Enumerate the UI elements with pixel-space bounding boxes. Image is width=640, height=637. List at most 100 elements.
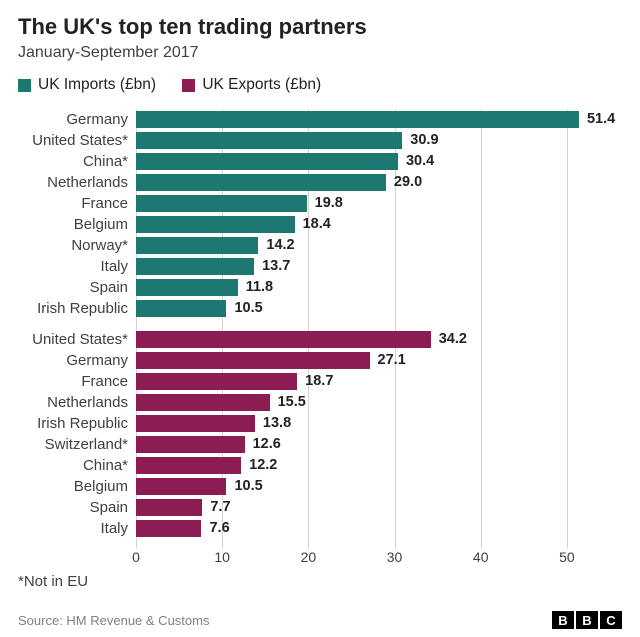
bar <box>136 153 398 170</box>
bar-value: 30.4 <box>406 153 434 169</box>
bar <box>136 394 270 411</box>
bar-track: 7.7 <box>136 497 622 518</box>
bar-chart: Germany51.4United States*30.9China*30.4N… <box>18 109 622 567</box>
bar-label: Netherlands <box>18 174 136 191</box>
bar-row: Italy7.6 <box>18 518 622 539</box>
x-tick-label: 20 <box>301 549 317 565</box>
bar-label: China* <box>18 153 136 170</box>
bar <box>136 216 295 233</box>
bar <box>136 331 431 348</box>
bar <box>136 457 241 474</box>
bar-label: Spain <box>18 499 136 516</box>
bar <box>136 195 307 212</box>
bar <box>136 111 579 128</box>
bar-row: United States* 34.2 <box>18 329 622 350</box>
bar-label: Norway* <box>18 237 136 254</box>
bar-value: 14.2 <box>266 237 294 253</box>
bar <box>136 478 226 495</box>
bar-value: 7.7 <box>210 499 230 515</box>
bar-value: 12.6 <box>253 436 281 452</box>
bar-track: 30.9 <box>136 130 622 151</box>
x-tick-label: 40 <box>473 549 489 565</box>
bar-value: 51.4 <box>587 111 615 127</box>
x-tick-label: 10 <box>214 549 230 565</box>
imports-group: Germany51.4United States*30.9China*30.4N… <box>18 109 622 319</box>
bar-track: 15.5 <box>136 392 622 413</box>
bar-value: 12.2 <box>249 457 277 473</box>
bar-value: 13.7 <box>262 258 290 274</box>
bar-row: Spain 7.7 <box>18 497 622 518</box>
bar-label: United States* <box>18 331 136 348</box>
bar-value: 10.5 <box>234 478 262 494</box>
bar-track: 18.7 <box>136 371 622 392</box>
bar-label: Italy <box>18 520 136 537</box>
source-text: Source: HM Revenue & Customs <box>18 613 209 628</box>
bar-value: 11.8 <box>246 279 273 295</box>
bar-label: Spain <box>18 279 136 296</box>
bar-value: 34.2 <box>439 331 467 347</box>
bar-track: 27.1 <box>136 350 622 371</box>
bar-track: 18.4 <box>136 214 622 235</box>
bar-track: 14.2 <box>136 235 622 256</box>
bar-track: 30.4 <box>136 151 622 172</box>
bar-track: 29.0 <box>136 172 622 193</box>
x-axis: 01020304050 <box>136 549 610 567</box>
bar <box>136 132 402 149</box>
bar-label: Irish Republic <box>18 415 136 432</box>
bar-row: Norway* 14.2 <box>18 235 622 256</box>
bbc-logo: BBC <box>552 611 622 629</box>
bar-row: China* 30.4 <box>18 151 622 172</box>
bar-label: Netherlands <box>18 394 136 411</box>
legend-label-exports: UK Exports (£bn) <box>202 76 321 94</box>
x-tick-label: 0 <box>132 549 140 565</box>
bar <box>136 237 258 254</box>
bar-track: 34.2 <box>136 329 622 350</box>
bbc-logo-letter: C <box>600 611 622 629</box>
bar <box>136 436 245 453</box>
bar-row: Irish Republic 13.8 <box>18 413 622 434</box>
bar-track: 10.5 <box>136 476 622 497</box>
bar <box>136 499 202 516</box>
bar-value: 18.4 <box>303 216 331 232</box>
bar-label: Switzerland* <box>18 436 136 453</box>
bar <box>136 279 238 296</box>
bar-track: 10.5 <box>136 298 622 319</box>
chart-note: *Not in EU <box>18 573 622 590</box>
bar-label: China* <box>18 457 136 474</box>
bar-row: Spain 11.8 <box>18 277 622 298</box>
bar-track: 12.6 <box>136 434 622 455</box>
bbc-logo-letter: B <box>576 611 598 629</box>
bar-row: Belgium18.4 <box>18 214 622 235</box>
chart-title: The UK's top ten trading partners <box>18 14 622 40</box>
legend-item-exports: UK Exports (£bn) <box>182 76 321 94</box>
bar-label: Germany <box>18 352 136 369</box>
bar-label: Germany <box>18 111 136 128</box>
bar <box>136 258 254 275</box>
bar <box>136 352 370 369</box>
bar-row: Belgium10.5 <box>18 476 622 497</box>
bar-value: 13.8 <box>263 415 291 431</box>
legend-swatch-exports <box>182 79 195 92</box>
x-tick-label: 30 <box>387 549 403 565</box>
bar-track: 11.8 <box>136 277 622 298</box>
legend-item-imports: UK Imports (£bn) <box>18 76 156 94</box>
bar-row: Germany 51.4 <box>18 109 622 130</box>
legend: UK Imports (£bn) UK Exports (£bn) <box>18 76 622 97</box>
bar-row: Germany 27.1 <box>18 350 622 371</box>
bar-value: 19.8 <box>315 195 343 211</box>
bar-value: 27.1 <box>378 352 406 368</box>
exports-group: United States*34.2Germany27.1France18.7N… <box>18 329 622 539</box>
bar-row: France19.8 <box>18 193 622 214</box>
bar-row: Switzerland* 12.6 <box>18 434 622 455</box>
bar-label: France <box>18 373 136 390</box>
x-tick-label: 50 <box>559 549 575 565</box>
bar-value: 15.5 <box>278 394 306 410</box>
bar-track: 13.7 <box>136 256 622 277</box>
bar <box>136 415 255 432</box>
bar-row: France18.7 <box>18 371 622 392</box>
bar <box>136 373 297 390</box>
bar-track: 12.2 <box>136 455 622 476</box>
bar-row: Netherlands 15.5 <box>18 392 622 413</box>
bar-track: 13.8 <box>136 413 622 434</box>
bar-track: 7.6 <box>136 518 622 539</box>
